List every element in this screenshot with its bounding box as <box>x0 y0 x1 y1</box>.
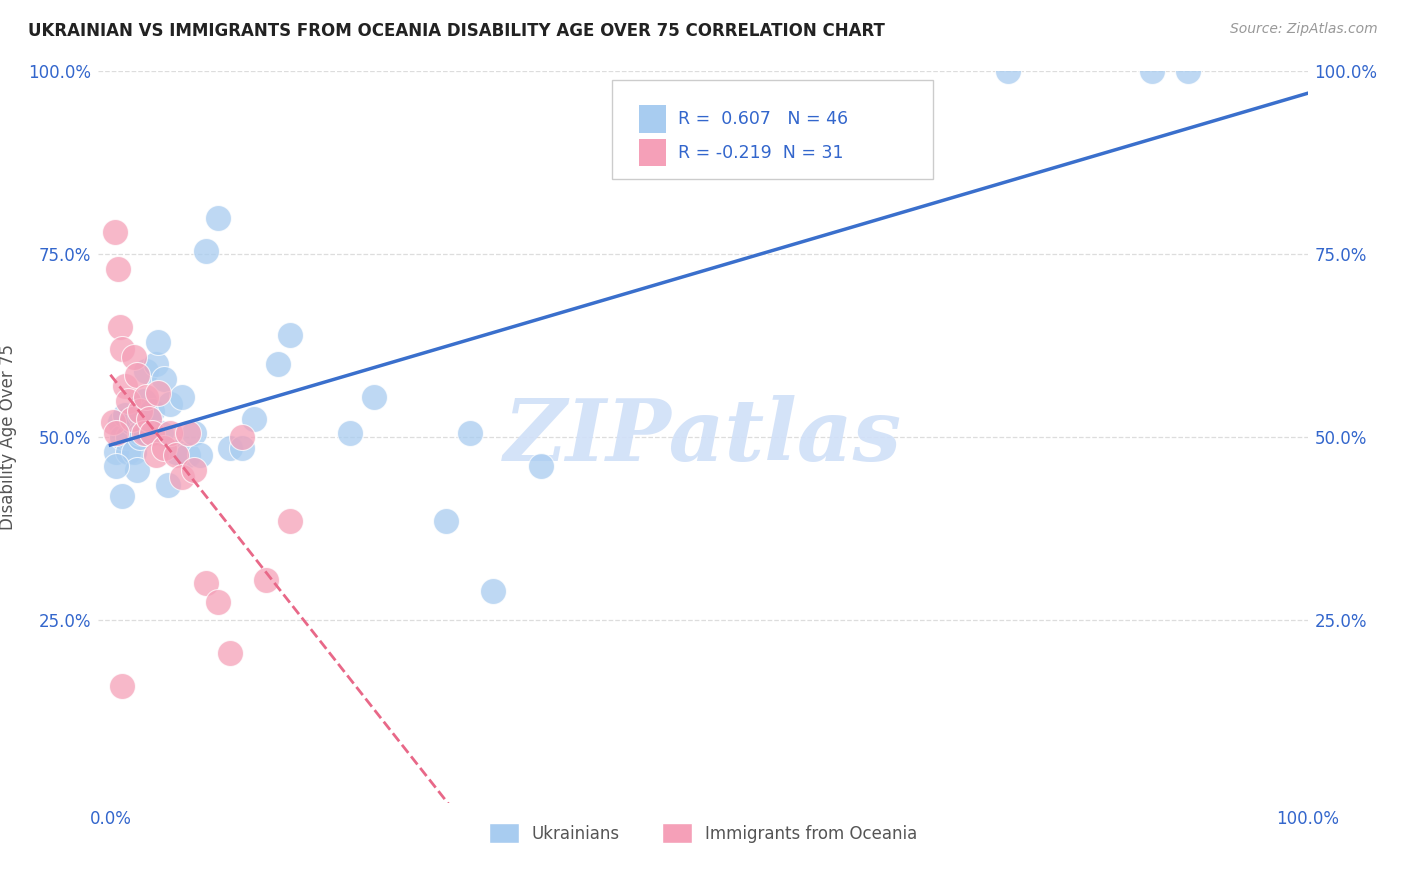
Point <box>434 514 457 528</box>
Text: ZIPatlas: ZIPatlas <box>503 395 903 479</box>
Point <box>148 334 170 349</box>
Point <box>111 489 134 503</box>
Point <box>129 430 152 444</box>
Point <box>1177 64 1199 78</box>
Point <box>231 430 253 444</box>
Point <box>172 390 194 404</box>
Point <box>111 343 134 357</box>
Point <box>135 364 157 378</box>
Point <box>117 430 139 444</box>
Point <box>101 416 124 430</box>
Point <box>165 448 187 462</box>
Point <box>183 426 205 441</box>
Point <box>145 448 167 462</box>
Point <box>105 459 128 474</box>
Point <box>104 225 127 239</box>
Point <box>125 368 148 382</box>
FancyBboxPatch shape <box>638 138 665 167</box>
Point <box>114 379 136 393</box>
Point <box>148 386 170 401</box>
Point <box>254 573 277 587</box>
Point <box>124 350 146 364</box>
Point <box>138 412 160 426</box>
Point <box>141 404 163 418</box>
Point <box>458 426 481 441</box>
Point <box>997 64 1019 78</box>
FancyBboxPatch shape <box>613 80 932 179</box>
Point <box>177 448 200 462</box>
Point <box>121 416 143 430</box>
Point <box>114 408 136 422</box>
Point <box>145 357 167 371</box>
Point <box>111 679 134 693</box>
Point <box>219 441 242 455</box>
Point <box>278 327 301 342</box>
Point <box>363 390 385 404</box>
Point <box>129 408 152 422</box>
Point <box>243 412 266 426</box>
Text: Source: ZipAtlas.com: Source: ZipAtlas.com <box>1230 22 1378 37</box>
Point <box>117 444 139 458</box>
Point <box>132 393 155 408</box>
Point <box>165 444 187 458</box>
Point <box>117 393 139 408</box>
Point <box>183 463 205 477</box>
Point <box>105 444 128 458</box>
Point <box>124 444 146 458</box>
Point <box>156 477 179 491</box>
Point <box>159 397 181 411</box>
Point <box>149 426 172 441</box>
Point <box>141 426 163 441</box>
Point <box>188 448 211 462</box>
Point <box>159 426 181 441</box>
Text: R = -0.219  N = 31: R = -0.219 N = 31 <box>678 144 844 161</box>
Point <box>108 416 131 430</box>
Point <box>278 514 301 528</box>
Point <box>153 441 176 455</box>
Point <box>105 426 128 441</box>
Point <box>267 357 290 371</box>
Point <box>219 646 242 660</box>
Point <box>231 441 253 455</box>
Point <box>195 244 218 258</box>
Text: R =  0.607   N = 46: R = 0.607 N = 46 <box>678 110 848 128</box>
FancyBboxPatch shape <box>638 105 665 133</box>
Point <box>121 412 143 426</box>
Point <box>108 320 131 334</box>
Point <box>207 211 229 225</box>
Legend: Ukrainians, Immigrants from Oceania: Ukrainians, Immigrants from Oceania <box>482 817 924 849</box>
Text: UKRAINIAN VS IMMIGRANTS FROM OCEANIA DISABILITY AGE OVER 75 CORRELATION CHART: UKRAINIAN VS IMMIGRANTS FROM OCEANIA DIS… <box>28 22 884 40</box>
Point <box>177 426 200 441</box>
Point <box>138 412 160 426</box>
Point <box>195 576 218 591</box>
Point <box>107 261 129 276</box>
Y-axis label: Disability Age Over 75: Disability Age Over 75 <box>0 344 17 530</box>
Point <box>132 426 155 441</box>
Point <box>339 426 361 441</box>
Point <box>482 583 505 598</box>
Point <box>153 371 176 385</box>
Point <box>135 390 157 404</box>
Point <box>207 594 229 608</box>
Point <box>172 470 194 484</box>
Point <box>135 426 157 441</box>
Point <box>530 459 553 474</box>
Point <box>1140 64 1163 78</box>
Point <box>129 426 152 441</box>
Point <box>129 404 152 418</box>
Point <box>125 463 148 477</box>
Point <box>111 430 134 444</box>
